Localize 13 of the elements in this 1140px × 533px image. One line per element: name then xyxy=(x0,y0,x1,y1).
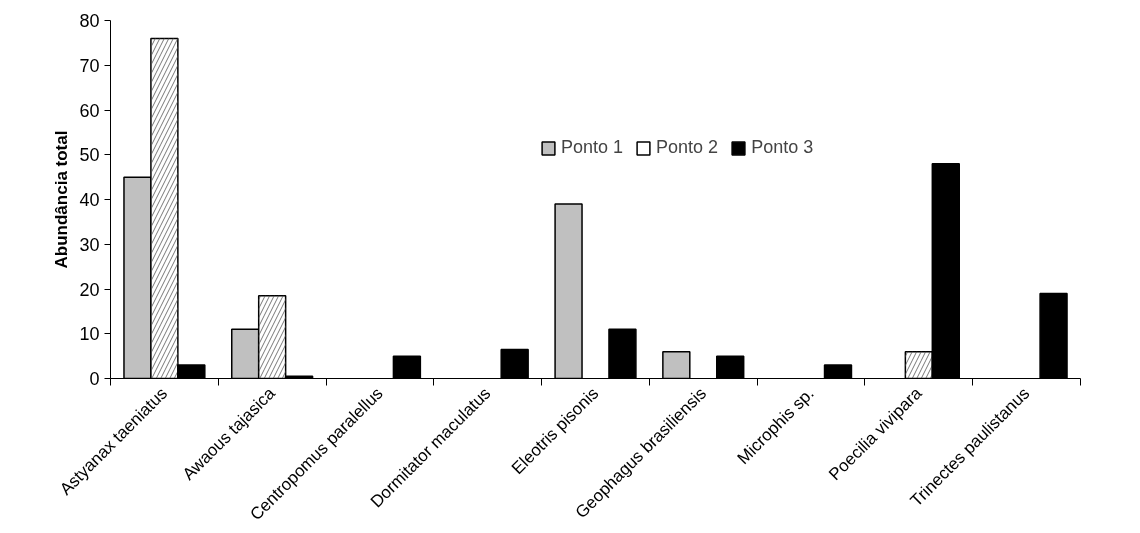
y-tick-label: 40 xyxy=(79,190,100,210)
y-tick-label: 10 xyxy=(79,324,100,345)
y-tick-label: 0 xyxy=(89,369,100,389)
legend-label: Ponto 2 xyxy=(656,137,719,158)
legend-label: Ponto 1 xyxy=(561,137,624,158)
y-tick-label: 50 xyxy=(79,145,100,166)
y-tick-label: 60 xyxy=(79,100,100,121)
y-tick-label: 30 xyxy=(79,234,100,255)
y-tick-label: 70 xyxy=(79,55,100,76)
y-tick-label: 80 xyxy=(79,11,100,31)
y-tick-label: 20 xyxy=(79,279,100,300)
legend-label: Ponto 3 xyxy=(751,137,814,158)
y-axis-title: Abundância total xyxy=(52,130,72,269)
